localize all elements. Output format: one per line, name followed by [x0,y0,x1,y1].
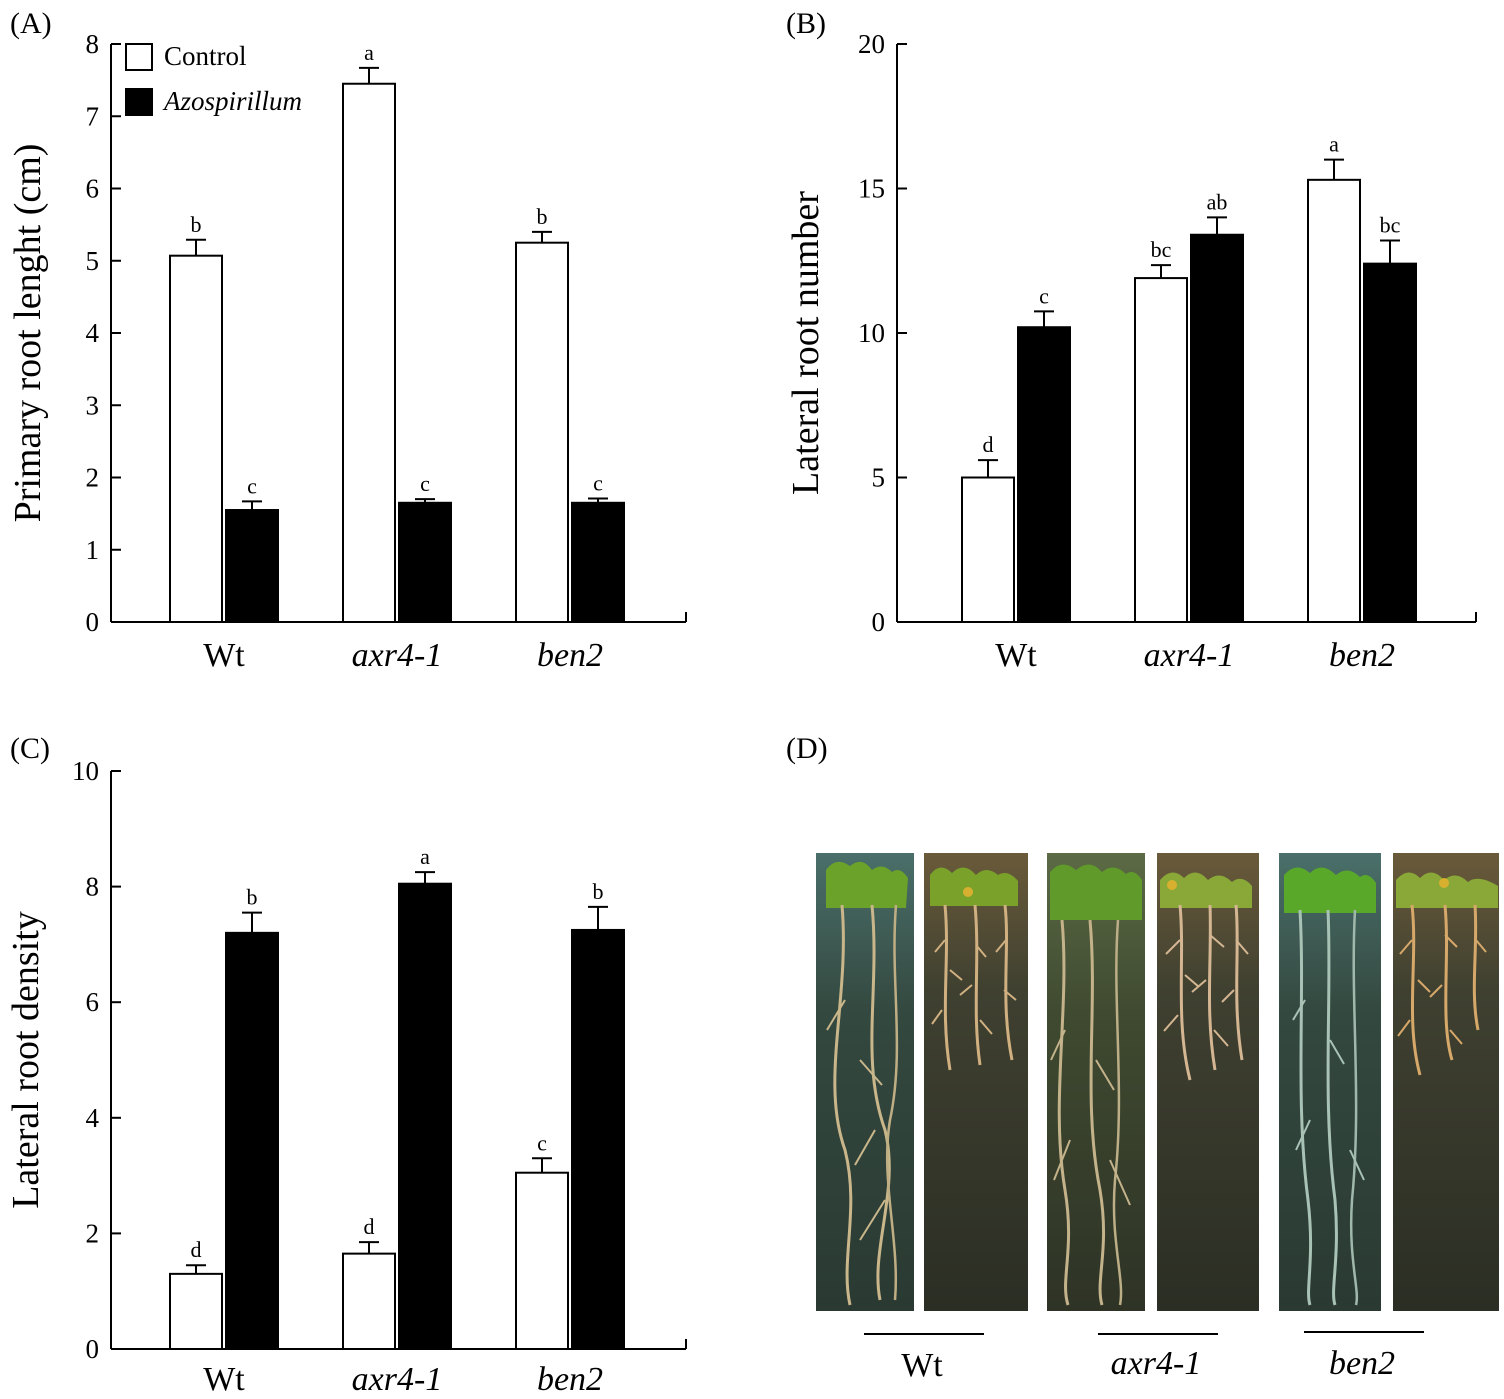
chart-c-lateral-root-density: 0 2 4 6 8 10 Lateral root density d b Wt d a axr4-1 c… [5,756,687,1398]
chart-a-significance-label: b [191,212,202,237]
chart-a-bar-control [342,82,396,624]
chart-c-ytick-label: 2 [86,1218,100,1248]
chart-b-lateral-root-number: 0 5 10 15 20 Lateral root number d c Wt bc ab axr4-… [785,29,1477,674]
chart-c-category-label: ben2 [537,1361,603,1398]
chart-b-bar-azospirillum [1363,262,1417,623]
legend-azospirillum-swatch [125,88,153,116]
chart-a-bar-azospirillum [571,501,625,624]
chart-b-bar-control [1134,277,1188,623]
photo-strip-axr4-azospirillum [1157,853,1259,1311]
chart-c-ytick-label: 10 [72,756,99,786]
chart-c-ytick-label: 0 [86,1334,100,1364]
chart-b-significance-label: ab [1207,189,1228,214]
chart-a-significance-label: b [537,204,548,229]
photo-label-ben2: ben2 [1329,1345,1395,1382]
chart-c-significance-label: d [364,1214,375,1239]
chart-c-ytick-label: 4 [86,1103,100,1133]
chart-c-significance-label: b [247,885,258,910]
legend-control-swatch [125,43,153,71]
chart-c-y-axis-title: Lateral root density [5,911,47,1209]
photo-strip-axr4-control [1047,853,1145,1311]
chart-c-ytick-label: 8 [86,872,100,902]
panel-label-a: (A) [10,7,52,40]
chart-a-category-label: axr4-1 [352,637,443,674]
legend-azospirillum-label: Azospirillum [162,86,302,116]
chart-a-ytick-label: 6 [86,174,100,204]
chart-b-category-label: axr4-1 [1144,637,1235,674]
chart-b-significance-label: bc [1151,237,1172,262]
chart-c-category-label: Wt [203,1361,245,1398]
chart-b-significance-label: a [1329,132,1339,157]
chart-c-bar-azospirillum [398,882,452,1351]
chart-a-ytick-label: 8 [86,29,100,59]
chart-a-bar-control [515,241,569,623]
chart-a-ytick-label: 4 [86,318,100,348]
chart-a-category-label: ben2 [537,637,603,674]
chart-c-bar-azospirillum [571,928,625,1350]
chart-c-ytick-label: 6 [86,987,100,1017]
photo-strip-wt-azospirillum [924,853,1028,1311]
seedling-photo: Wt axr4-1 ben2 [816,853,1499,1384]
chart-b-ytick-label: 15 [858,174,885,204]
chart-a-significance-label: a [364,40,374,65]
chart-a-significance-label: c [420,471,430,496]
photo-label-axr4: axr4-1 [1111,1345,1202,1382]
chart-a-significance-label: c [593,470,603,495]
chart-c-bar-control [342,1252,396,1351]
chart-c-bar-control [515,1171,569,1350]
chart-c-bar-azospirillum [225,931,279,1351]
chart-a-ytick-label: 3 [86,390,100,420]
chart-b-ytick-label: 20 [858,29,885,59]
chart-c-category-label: axr4-1 [352,1361,443,1398]
chart-b-bar-azospirillum [1017,326,1071,623]
chart-c-significance-label: a [420,844,430,869]
chart-a-bar-azospirillum [225,509,279,624]
photo-strip-ben2-control [1279,853,1381,1311]
chart-b-significance-label: bc [1380,213,1401,238]
chart-c-significance-label: c [537,1130,547,1155]
chart-a-ytick-label: 2 [86,463,100,493]
chart-a-bar-azospirillum [398,501,452,624]
chart-b-significance-label: c [1039,283,1049,308]
chart-b-significance-label: d [983,432,994,457]
photo-strip-wt-control [816,853,914,1311]
chart-b-ytick-label: 5 [872,463,886,493]
chart-a-significance-label: c [247,473,257,498]
legend: Control Azospirillum [125,41,302,116]
chart-a-bar-control [169,254,223,623]
chart-a-ytick-label: 0 [86,607,100,637]
chart-a-category-label: Wt [203,637,245,674]
chart-a-ytick-label: 7 [86,101,100,131]
photo-strip-ben2-azospirillum [1393,853,1499,1311]
panel-label-d: (D) [786,732,828,765]
legend-control-label: Control [164,41,247,71]
chart-c-significance-label: d [191,1237,202,1262]
chart-a-ytick-label: 5 [86,246,100,276]
chart-b-ytick-label: 10 [858,318,885,348]
chart-b-bar-control [961,476,1015,623]
chart-b-bar-control [1307,178,1361,624]
panel-label-c: (C) [10,732,50,765]
chart-a-y-axis-title: Primary root lenght (cm) [7,144,49,523]
chart-b-ytick-label: 0 [872,607,886,637]
chart-b-bar-azospirillum [1190,233,1244,624]
chart-c-bar-control [169,1272,223,1350]
chart-c-significance-label: b [593,879,604,904]
chart-b-category-label: ben2 [1329,637,1395,674]
chart-a-primary-root-length: 0 1 2 3 4 5 6 7 8 Primary root lenght (cm) b c Wt a c a… [7,29,687,674]
chart-b-category-label: Wt [995,637,1037,674]
panel-label-b: (B) [786,7,826,40]
chart-a-ytick-label: 1 [86,535,100,565]
chart-b-y-axis-title: Lateral root number [785,191,827,495]
photo-label-wt: Wt [901,1347,943,1384]
